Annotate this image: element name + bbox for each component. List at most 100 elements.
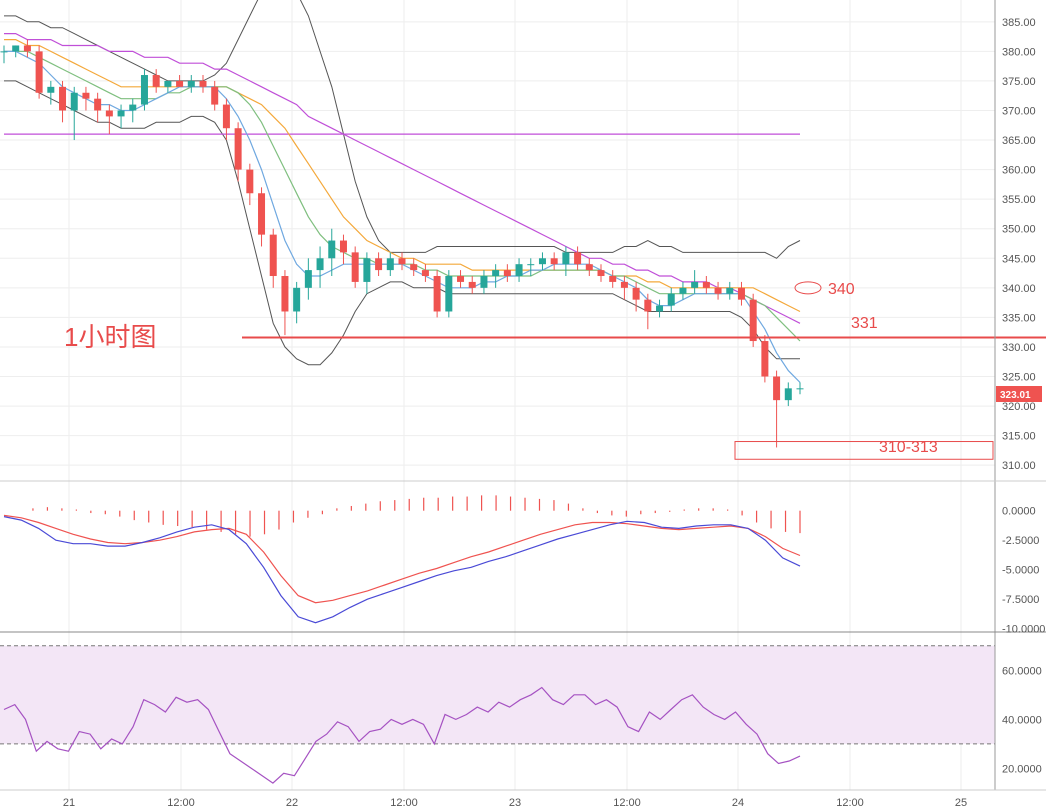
- last-price-tag: 323.01: [1000, 390, 1031, 401]
- macd-y-tick-label: -10.0000: [1002, 624, 1045, 636]
- last-price-tag-bg: [996, 386, 1042, 402]
- candle-body: [714, 287, 722, 294]
- macd-signal-line: [3, 514, 801, 604]
- macd-pane: [3, 495, 801, 624]
- candle-body: [304, 270, 312, 288]
- candle-body: [23, 45, 31, 52]
- y-tick-label: 320.00: [1002, 401, 1036, 413]
- candle-body: [351, 252, 359, 282]
- y-tick-label: 345.00: [1002, 253, 1036, 265]
- rsi-y-tick-label: 20.0000: [1002, 763, 1042, 775]
- rsi-y-tick-label: 40.0000: [1002, 714, 1042, 726]
- y-tick-label: 315.00: [1002, 431, 1036, 443]
- candle-body: [105, 110, 113, 117]
- x-tick-label: 21: [63, 797, 75, 809]
- y-tick-label: 340.00: [1002, 283, 1036, 295]
- candle-body: [269, 234, 277, 277]
- bollinger-lower-line: [4, 80, 800, 366]
- x-tick-label: 12:00: [390, 797, 418, 809]
- x-tick-label: 12:00: [613, 797, 641, 809]
- candle-body: [152, 75, 160, 87]
- ma-orange-line: [4, 38, 801, 313]
- candle-body: [492, 270, 500, 277]
- x-tick-label: 23: [509, 797, 521, 809]
- grid: [0, 0, 995, 790]
- candle-body: [187, 80, 195, 87]
- y-tick-label: 365.00: [1002, 135, 1036, 147]
- candle-body: [82, 92, 90, 99]
- candle-body: [656, 305, 664, 312]
- y-tick-label: 380.00: [1002, 46, 1036, 58]
- candle-body: [480, 276, 488, 288]
- candle-body: [398, 258, 406, 265]
- resistance-circle: [794, 281, 822, 295]
- candle-body: [773, 376, 781, 401]
- y-tick-label: 335.00: [1002, 312, 1036, 324]
- candle-body: [796, 388, 804, 390]
- bollinger-upper-line: [4, 0, 801, 259]
- candle-body: [737, 287, 745, 300]
- candle-body: [47, 86, 55, 93]
- macd-y-tick-label: -7.5000: [1002, 594, 1039, 606]
- candle-body: [632, 287, 640, 300]
- rsi-y-tick-label: 60.0000: [1002, 665, 1042, 677]
- chart-title: 1小时图: [64, 322, 156, 352]
- candle-body: [574, 252, 582, 265]
- candle-body: [761, 341, 769, 377]
- candle-body: [129, 104, 137, 111]
- candle-body: [246, 169, 254, 194]
- candle-body: [281, 276, 289, 312]
- x-tick-label: 12:00: [836, 797, 864, 809]
- candle-body: [702, 281, 710, 288]
- candle-body: [679, 287, 687, 294]
- price-pane: [0, 0, 1046, 460]
- candle-body: [468, 281, 476, 288]
- candle-body: [784, 388, 792, 401]
- candle-body: [258, 193, 266, 235]
- candle-body: [328, 240, 336, 259]
- rsi-pane: [0, 645, 995, 784]
- candle-body: [644, 299, 652, 312]
- y-tick-label: 385.00: [1002, 17, 1036, 29]
- candle-body: [316, 258, 324, 271]
- x-tick-label: 25: [955, 797, 967, 809]
- x-tick-label: 24: [732, 797, 744, 809]
- rsi-line: [3, 686, 801, 784]
- candle-body: [421, 270, 429, 277]
- candle-body: [339, 240, 347, 253]
- candle-body: [457, 276, 465, 282]
- candle-body: [691, 281, 699, 288]
- y-tick-label: 370.00: [1002, 105, 1036, 117]
- candle-body: [749, 299, 757, 342]
- candle-body: [199, 80, 207, 87]
- y-tick-label: 310.00: [1002, 460, 1036, 472]
- annotation-331: 331: [851, 315, 878, 332]
- y-tick-label: 350.00: [1002, 224, 1036, 236]
- candle-body: [12, 45, 20, 52]
- candle-body: [35, 51, 43, 93]
- candle-body: [59, 86, 67, 111]
- ma-green-line: [4, 50, 801, 342]
- candle-body: [585, 264, 593, 271]
- candle-body: [375, 258, 383, 271]
- candle-body: [293, 287, 301, 312]
- y-tick-label: 375.00: [1002, 76, 1036, 88]
- candle-body: [410, 264, 418, 271]
- x-tick-label: 22: [286, 797, 298, 809]
- candle-body: [0, 51, 8, 53]
- candle-body: [609, 276, 617, 282]
- candle-body: [94, 98, 102, 111]
- candle-body: [176, 80, 184, 87]
- x-tick-label: 12:00: [167, 797, 195, 809]
- candle-body: [562, 252, 570, 265]
- candle-body: [234, 128, 242, 170]
- candle-body: [503, 270, 511, 277]
- rsi-band: [0, 645, 995, 744]
- macd-y-tick-label: 0.0000: [1002, 506, 1036, 518]
- candle-body: [164, 80, 172, 87]
- annotation-target-zone: 310-313: [879, 439, 938, 456]
- y-tick-label: 330.00: [1002, 342, 1036, 354]
- candle-body: [667, 293, 675, 306]
- candle-body: [445, 276, 453, 312]
